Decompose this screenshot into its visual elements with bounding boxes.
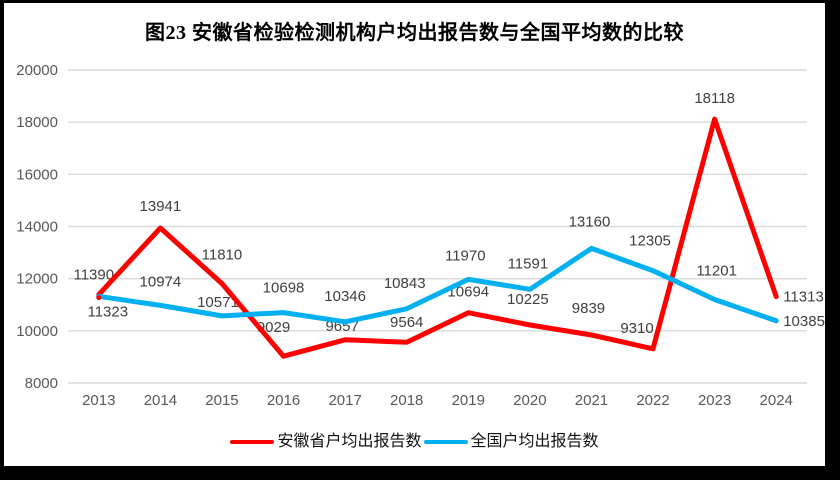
y-axis-tick-label: 8000 bbox=[25, 375, 58, 392]
x-axis-tick-label: 2017 bbox=[328, 392, 361, 409]
data-label: 9564 bbox=[390, 314, 423, 331]
data-label: 11323 bbox=[87, 303, 128, 320]
data-label: 11591 bbox=[508, 255, 549, 272]
series-line-1 bbox=[96, 245, 779, 325]
data-label: 13160 bbox=[569, 213, 611, 230]
x-axis-tick-label: 2013 bbox=[82, 392, 115, 409]
data-label: 11810 bbox=[202, 247, 243, 264]
data-label: 11313 bbox=[783, 289, 824, 306]
series-line-0 bbox=[96, 116, 779, 359]
data-label: 10698 bbox=[263, 280, 305, 297]
data-label: 10385 bbox=[783, 313, 825, 330]
data-label: 11970 bbox=[445, 247, 486, 264]
x-axis-tick-label: 2022 bbox=[636, 392, 669, 409]
legend-label: 安徽省户均出报告数 bbox=[277, 433, 422, 450]
x-axis-tick-label: 2020 bbox=[513, 392, 546, 409]
y-axis-tick-label: 18000 bbox=[16, 114, 58, 131]
data-label: 10974 bbox=[140, 273, 182, 290]
x-axis-tick-label: 2024 bbox=[760, 392, 793, 409]
data-label: 11201 bbox=[696, 263, 737, 280]
y-axis-tick-label: 12000 bbox=[16, 271, 58, 288]
y-axis-tick-label: 16000 bbox=[16, 166, 58, 183]
x-axis-tick-label: 2015 bbox=[205, 392, 238, 409]
legend-line-swatch bbox=[230, 440, 275, 444]
data-label: 18118 bbox=[694, 90, 735, 107]
data-label: 12305 bbox=[629, 233, 671, 250]
chart-title: 图23 安徽省检验检测机构户均出报告数与全国平均数的比较 bbox=[145, 22, 684, 44]
data-label: 9839 bbox=[572, 300, 605, 317]
y-axis-tick-label: 10000 bbox=[16, 323, 58, 340]
legend-item: 全国户均出报告数 bbox=[423, 432, 599, 452]
x-axis-tick-label: 2023 bbox=[698, 392, 731, 409]
data-label: 10571 bbox=[197, 294, 239, 311]
x-axis-tick-label: 2014 bbox=[144, 392, 177, 409]
data-label: 13941 bbox=[140, 198, 182, 215]
x-axis-tick-label: 2019 bbox=[452, 392, 485, 409]
data-label: 10843 bbox=[384, 275, 426, 292]
legend-line-swatch bbox=[423, 440, 468, 444]
data-label: 9310 bbox=[620, 320, 653, 337]
y-axis-tick-label: 14000 bbox=[16, 219, 58, 236]
chart-legend: 安徽省户均出报告数 全国户均出报告数 bbox=[4, 432, 825, 452]
x-axis-tick-label: 2021 bbox=[575, 392, 608, 409]
legend-item: 安徽省户均出报告数 bbox=[230, 432, 422, 452]
data-label: 11390 bbox=[73, 267, 114, 284]
series-point-marker bbox=[96, 295, 102, 301]
x-axis-tick-label: 2018 bbox=[390, 392, 423, 409]
legend-label: 全国户均出报告数 bbox=[470, 433, 599, 450]
y-axis-tick-label: 20000 bbox=[16, 62, 58, 79]
line-chart: 8000 10000 12000 14000 16000 18000 20000 2013 20… bbox=[16, 62, 825, 409]
data-label: 10346 bbox=[324, 288, 366, 305]
data-label: 10694 bbox=[447, 284, 489, 301]
data-label: 10225 bbox=[507, 291, 549, 308]
x-axis-tick-label: 2016 bbox=[267, 392, 300, 409]
